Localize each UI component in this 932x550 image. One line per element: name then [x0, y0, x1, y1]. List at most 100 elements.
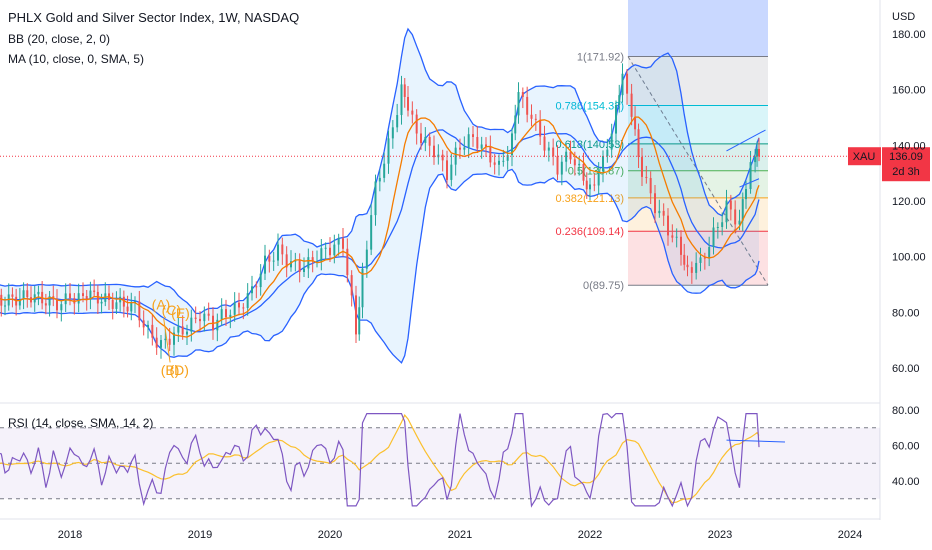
candle	[400, 75, 403, 125]
candle	[333, 234, 336, 264]
candle	[285, 246, 288, 278]
candle	[502, 149, 505, 167]
candle	[391, 120, 394, 149]
candle	[246, 283, 249, 316]
candle	[207, 302, 210, 321]
ma-legend[interactable]: MA (10, close, 0, SMA, 5)	[8, 52, 145, 66]
candle	[552, 138, 555, 166]
candle	[758, 137, 760, 162]
rsi-line	[0, 412, 760, 508]
candle	[680, 230, 682, 266]
candle	[264, 244, 266, 280]
candle	[441, 149, 444, 172]
candle	[480, 136, 483, 159]
candle	[610, 123, 613, 158]
candle	[316, 250, 318, 268]
candle	[506, 145, 509, 170]
trend-line	[739, 178, 760, 188]
candle	[355, 285, 357, 343]
candle	[637, 123, 640, 168]
candle	[251, 275, 253, 301]
candle	[298, 253, 301, 283]
candle	[96, 284, 99, 314]
candle	[229, 309, 232, 329]
candle	[424, 127, 427, 152]
candle	[712, 217, 715, 255]
candle	[667, 208, 669, 246]
rsi-trend-line	[726, 439, 786, 443]
candle	[615, 100, 617, 145]
candle	[60, 299, 63, 322]
candle	[517, 82, 520, 124]
chart-title: PHLX Gold and Silver Sector Index, 1W, N…	[8, 10, 300, 25]
candle	[220, 298, 223, 326]
candle	[26, 283, 29, 308]
candle	[690, 261, 693, 284]
candle	[160, 335, 162, 359]
symbol-tag-bg	[848, 147, 881, 166]
candle	[281, 237, 284, 265]
candle	[311, 250, 314, 273]
candle	[147, 320, 149, 339]
candle	[454, 141, 457, 176]
candle	[255, 281, 258, 299]
candle	[415, 109, 418, 145]
last-price-value: 136.09	[889, 151, 923, 163]
candle	[64, 283, 67, 313]
candle	[238, 292, 240, 316]
candle	[526, 86, 529, 123]
fib-level-label: 0.786(154.33)	[556, 100, 625, 112]
candle	[396, 103, 399, 133]
candle	[634, 106, 637, 136]
bb-upper-band	[0, 27, 760, 315]
candle	[547, 141, 550, 162]
candle	[511, 127, 513, 167]
candle	[725, 189, 728, 229]
price-axis-tick: 120.00	[892, 196, 926, 208]
candle	[593, 173, 596, 192]
fib-level-label: 1(171.92)	[577, 51, 624, 63]
last-price-tag-bg	[882, 147, 930, 182]
bb-legend[interactable]: BB (20, close, 2, 0)	[8, 32, 111, 46]
candle	[716, 222, 719, 239]
candle	[450, 153, 453, 187]
wave-label: (C)	[162, 302, 181, 318]
candle	[181, 315, 184, 340]
candle	[89, 281, 92, 310]
time-axis-tick: 2022	[578, 529, 602, 541]
candle	[597, 162, 600, 195]
wave-label: (D)	[169, 362, 188, 378]
candle	[654, 184, 656, 223]
candle	[22, 282, 25, 310]
candle	[216, 313, 219, 342]
rsi-legend[interactable]: RSI (14, close, SMA, 14, 2)	[8, 416, 154, 430]
candle	[699, 247, 702, 272]
candle	[365, 240, 368, 278]
rsi-axis-tick: 80.00	[892, 405, 920, 417]
ma-line	[0, 116, 760, 338]
time-axis-tick: 2020	[318, 529, 342, 541]
candle	[498, 154, 500, 176]
bar-countdown: 2d 3h	[892, 166, 920, 178]
candle	[242, 303, 245, 320]
candle	[374, 174, 377, 226]
candle	[0, 288, 3, 317]
rsi-ma-line	[0, 413, 760, 504]
candle	[142, 310, 145, 336]
candle	[489, 135, 492, 168]
candle	[420, 122, 422, 150]
candle	[194, 306, 197, 324]
price-axis-tick: 100.00	[892, 252, 926, 264]
fib-level-label: 0(89.75)	[583, 280, 624, 292]
candle	[626, 68, 629, 105]
candle	[115, 291, 118, 315]
candle	[493, 153, 496, 175]
candle	[428, 132, 431, 157]
bb-fill	[0, 29, 759, 363]
wave-label: (B)	[161, 362, 180, 378]
candle	[734, 200, 737, 234]
trend-line	[726, 129, 766, 152]
price-axis-tick: 80.00	[892, 307, 920, 319]
fib-extension-zone	[628, 0, 768, 57]
